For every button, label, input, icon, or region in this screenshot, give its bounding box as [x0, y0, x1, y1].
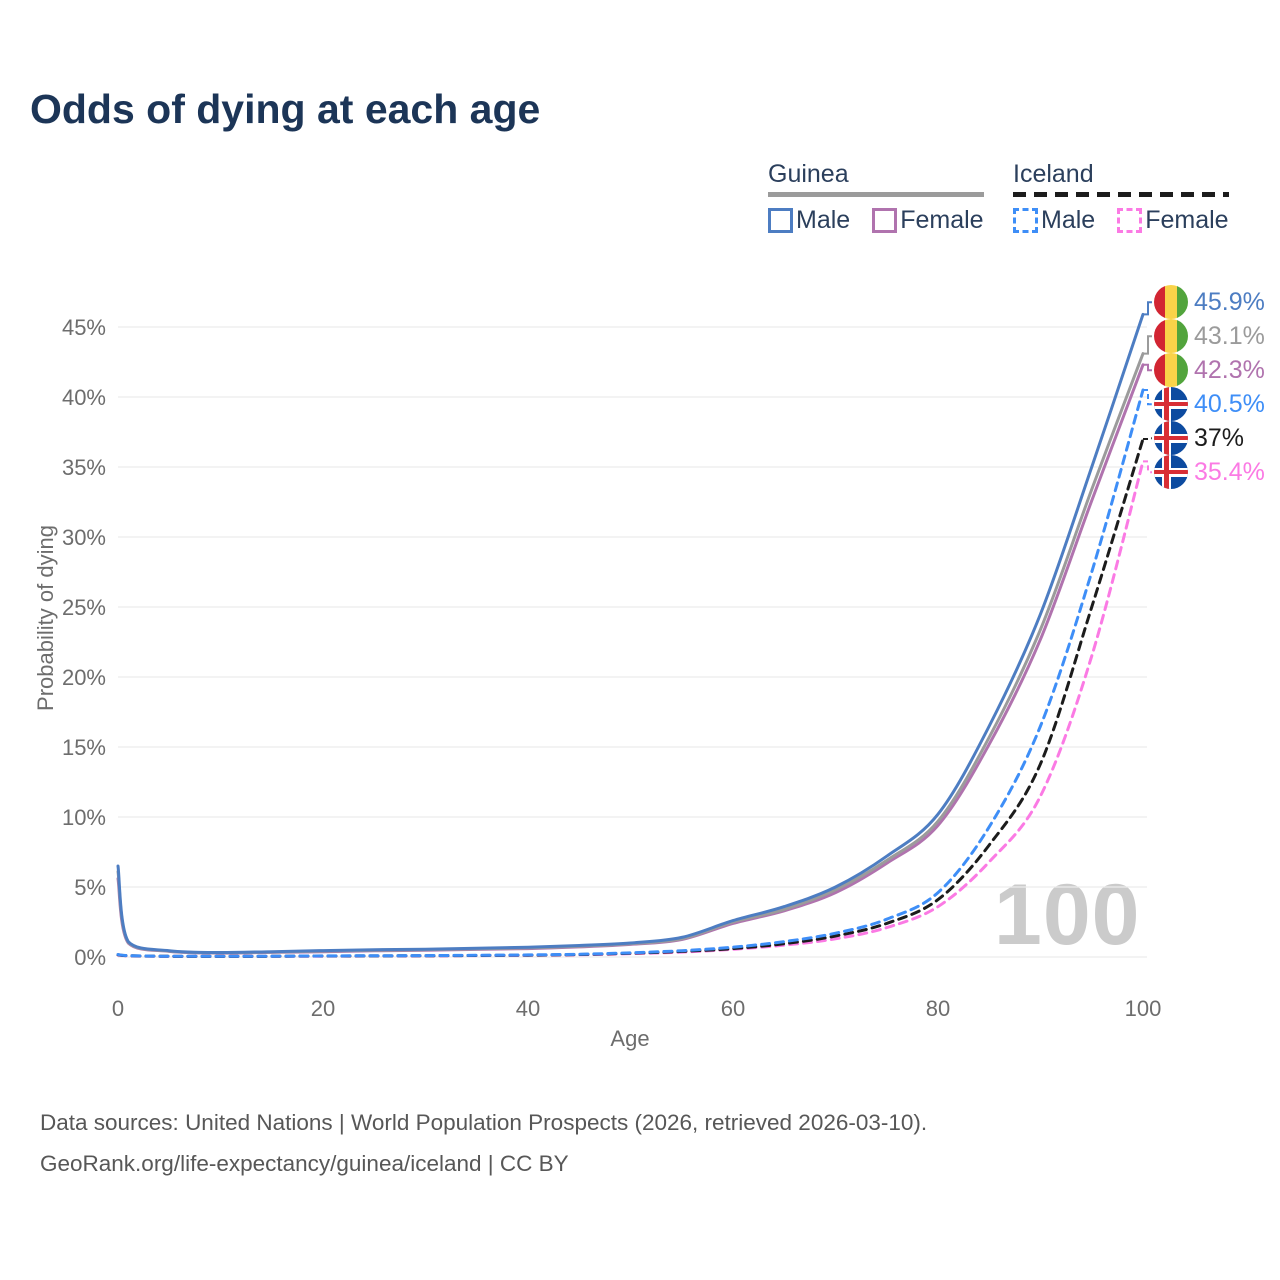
- y-tick-label: 45%: [62, 315, 106, 340]
- legend-label-iceland-male: Male: [1041, 206, 1096, 234]
- legend-country-guinea: Guinea: [768, 160, 849, 188]
- iceland-flag-icon: [1154, 455, 1188, 490]
- guinea-female-connector: [1143, 363, 1152, 372]
- x-tick-label: 0: [112, 996, 124, 1021]
- y-tick-label: 0%: [74, 945, 106, 970]
- end-label-value: 37%: [1194, 423, 1245, 452]
- iceland-female-connector: [1143, 460, 1152, 474]
- end-label-value: 35.4%: [1194, 457, 1265, 486]
- y-tick-label: 30%: [62, 525, 106, 550]
- end-label-iceland-female: 35.4%: [1154, 455, 1265, 490]
- y-tick-label: 10%: [62, 805, 106, 830]
- end-label-value: 43.1%: [1194, 321, 1265, 350]
- end-label-guinea-both: 43.1%: [1154, 319, 1265, 354]
- legend-swatch-guinea-female[interactable]: [872, 208, 898, 233]
- end-label-guinea-female: 42.3%: [1154, 353, 1265, 388]
- y-tick-label: 40%: [62, 385, 106, 410]
- x-tick-label: 100: [1125, 996, 1162, 1021]
- data-sources-line: Data sources: United Nations | World Pop…: [40, 1110, 928, 1135]
- x-tick-label: 20: [311, 996, 335, 1021]
- legend-swatch-iceland-female[interactable]: [1117, 208, 1143, 233]
- legend-label-guinea-female: Female: [900, 206, 984, 234]
- end-label-value: 40.5%: [1194, 389, 1265, 418]
- y-tick-label: 25%: [62, 595, 106, 620]
- end-label-guinea-male: 45.9%: [1154, 285, 1265, 320]
- y-tick-label: 5%: [74, 875, 106, 900]
- guinea-both-connector: [1143, 335, 1152, 355]
- x-axis-title: Age: [610, 1026, 650, 1051]
- legend-label-iceland-female: Female: [1145, 206, 1229, 234]
- guinea-male-connector: [1143, 301, 1152, 316]
- attribution-line: GeoRank.org/life-expectancy/guinea/icela…: [40, 1151, 569, 1176]
- guinea-flag-icon: [1154, 353, 1188, 388]
- legend-swatch-iceland-male[interactable]: [1013, 208, 1038, 233]
- x-tick-label: 80: [926, 996, 950, 1021]
- iceland-male-connector: [1143, 389, 1152, 406]
- iceland-male-line[interactable]: [116, 388, 1145, 958]
- age-watermark: 100: [994, 867, 1141, 963]
- guinea-female-line[interactable]: [116, 363, 1145, 955]
- guinea-style-underline: [768, 192, 984, 197]
- iceland-flag-icon: [1154, 421, 1188, 456]
- page-title: Odds of dying at each age: [30, 86, 541, 132]
- legend-swatch-guinea-male[interactable]: [768, 208, 793, 233]
- x-tick-label: 40: [516, 996, 540, 1021]
- guinea-flag-icon: [1154, 285, 1188, 320]
- iceland-flag-icon: [1154, 387, 1188, 422]
- footer: Data sources: United Nations | World Pop…: [40, 1102, 927, 1184]
- y-tick-label: 35%: [62, 455, 106, 480]
- iceland-both-connector: [1143, 437, 1152, 440]
- legend-group-iceland: Iceland Male Female: [1013, 160, 1229, 235]
- iceland-female-line[interactable]: [116, 459, 1145, 958]
- end-label-iceland-both: 37%: [1154, 421, 1244, 456]
- y-tick-label: 15%: [62, 735, 106, 760]
- guinea-both-line[interactable]: [116, 352, 1145, 955]
- legend-label-guinea-male: Male: [796, 206, 851, 234]
- iceland-both-line[interactable]: [116, 437, 1145, 958]
- end-label-iceland-male: 40.5%: [1154, 387, 1265, 422]
- legend-group-guinea: Guinea Male Female: [768, 160, 984, 235]
- y-tick-label: 20%: [62, 665, 106, 690]
- iceland-style-underline: [1013, 192, 1229, 197]
- guinea-male-line[interactable]: [116, 312, 1145, 955]
- x-tick-label: 60: [721, 996, 745, 1021]
- guinea-flag-icon: [1154, 319, 1188, 354]
- end-label-value: 45.9%: [1194, 287, 1265, 316]
- end-label-value: 42.3%: [1194, 355, 1265, 384]
- legend-country-iceland: Iceland: [1013, 160, 1094, 188]
